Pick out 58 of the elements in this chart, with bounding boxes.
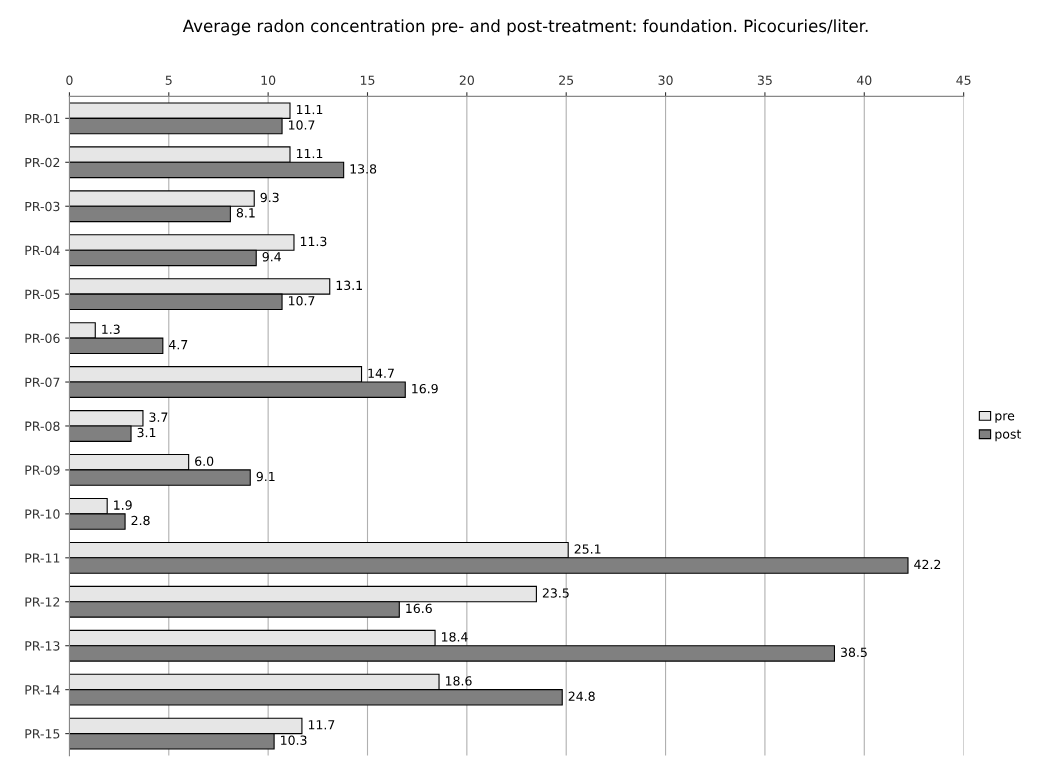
data-label: 9.3 [260,192,279,203]
x-tick-label: 25 [559,75,574,85]
data-label: 11.1 [296,104,323,115]
y-tick-label: PR-01 [25,113,60,124]
data-label: 24.8 [568,691,595,701]
y-tick-label: PR-12 [25,597,60,607]
data-label: 25.1 [574,544,601,554]
data-label: 42.2 [914,559,941,569]
x-tick-label: 0 [66,75,73,85]
data-label: 23.5 [542,588,569,598]
data-label: 11.3 [300,236,327,247]
x-tick-label: 10 [261,75,276,85]
data-label: 10.7 [288,120,315,130]
y-tick-label: PR-06 [25,333,60,344]
x-tick-label: 30 [658,75,673,85]
data-label: 8.1 [236,208,255,218]
data-label: 4.7 [168,340,188,350]
y-tick-label: PR-14 [25,685,60,695]
x-tick-label: 35 [757,75,772,85]
y-tick-label: PR-03 [25,201,60,212]
y-tick-label: PR-08 [25,421,60,431]
legend-label: pre [995,413,1015,423]
data-label: 11.7 [308,720,335,730]
data-label: 6.0 [195,456,214,466]
y-tick-label: PR-05 [25,289,60,300]
data-label: 3.1 [137,427,156,438]
data-label: 14.7 [368,368,394,378]
data-label: 13.8 [350,164,377,174]
x-tick-label: 15 [360,75,375,85]
data-label: 18.6 [445,676,472,686]
data-label: 38.5 [840,647,867,658]
x-tick-label: 20 [459,75,474,85]
data-label: 9.4 [262,252,281,262]
y-tick-label: PR-10 [25,509,60,519]
data-label: 10.7 [288,296,315,306]
y-tick-label: PR-07 [25,377,60,387]
x-tick-label: 45 [956,75,971,85]
x-tick-label: 40 [856,75,872,85]
data-label: 11.1 [296,148,323,159]
y-tick-label: PR-13 [25,641,60,651]
data-label: 3.7 [149,412,168,422]
chart-title: Average radon concentration pre- and post-treatment: foundation. Picocuries/liter. [182,19,868,36]
data-label: 10.3 [281,735,307,745]
data-label: 16.6 [406,603,432,614]
data-label: 1.9 [114,500,132,510]
x-tick-label: 5 [165,75,172,85]
y-tick-label: PR-04 [25,245,60,256]
data-label: 1.3 [102,324,120,335]
legend-label: post [995,429,1022,442]
y-tick-label: PR-15 [25,729,60,739]
data-label: 9.1 [256,471,275,482]
data-label: 13.1 [336,280,362,291]
y-tick-label: PR-02 [25,157,60,168]
data-label: 16.9 [412,383,438,394]
y-tick-label: PR-11 [25,553,60,563]
data-label: 18.4 [441,632,468,642]
data-label: 2.8 [131,515,150,526]
y-tick-label: PR-09 [25,465,60,475]
